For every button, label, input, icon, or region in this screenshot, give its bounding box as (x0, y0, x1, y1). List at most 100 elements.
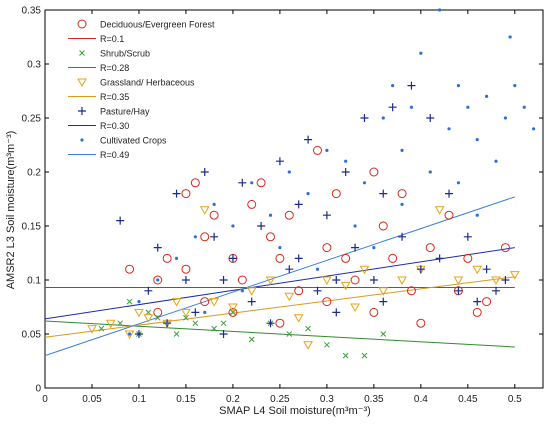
data-point-s3-9 (228, 303, 238, 313)
data-point-s3-7 (199, 206, 210, 215)
data-point-s4-31 (416, 265, 425, 274)
legend-fit-label-3: R=0.35 (100, 92, 129, 102)
data-point-s5-6 (231, 224, 235, 228)
data-point-s5-11 (325, 148, 329, 152)
data-point-s1-20 (341, 253, 351, 263)
data-point-s4-1 (116, 216, 125, 225)
data-point-s2-17 (126, 298, 133, 305)
data-point-s5-28 (513, 84, 517, 88)
data-point-s1-40 (200, 297, 210, 307)
data-point-s5-12 (344, 159, 348, 163)
data-point-s4-16 (275, 157, 284, 166)
legend-label-1: Deciduous/Evergreen Forest (100, 20, 215, 30)
data-point-s3-10 (246, 287, 257, 296)
data-point-s2-20 (220, 320, 227, 327)
data-point-s4-33 (435, 254, 444, 263)
data-point-s3-20 (434, 206, 445, 215)
data-point-s4-2 (134, 330, 143, 338)
data-point-s2-13 (324, 341, 330, 348)
data-point-s2-7 (211, 325, 217, 332)
data-point-s3-16 (359, 265, 370, 275)
x-tick-label: 0.2 (226, 394, 240, 405)
data-point-s4-42 (219, 276, 228, 284)
data-point-s2-12 (305, 325, 311, 332)
data-point-s3-18 (397, 276, 407, 286)
y-tick-label: 0.15 (22, 222, 42, 233)
data-point-s4-23 (341, 168, 350, 176)
data-point-s5-13 (362, 181, 367, 185)
data-point-s5-24 (475, 138, 479, 142)
data-point-s4-40 (501, 276, 510, 284)
data-point-s1-11 (247, 199, 257, 209)
data-point-s2-15 (361, 352, 368, 359)
data-point-s4-17 (285, 265, 294, 274)
data-point-s1-24 (388, 253, 398, 263)
data-point-s5-16 (400, 148, 404, 152)
data-point-s1-1 (125, 264, 135, 274)
data-point-s1-18 (322, 243, 332, 253)
data-point-s3-11 (265, 276, 276, 286)
data-point-s5-5 (212, 202, 216, 206)
data-point-s2-2 (117, 320, 124, 327)
data-point-s5-27 (503, 116, 508, 120)
data-point-s3-12 (284, 292, 295, 302)
data-point-s2-11 (286, 331, 293, 337)
data-point-s5-36 (240, 289, 244, 293)
data-point-s4-24 (351, 243, 360, 252)
data-point-s1-31 (482, 297, 492, 307)
data-point-s4-15 (266, 319, 275, 328)
data-point-s5-15 (391, 84, 395, 88)
data-point-s5-39 (127, 332, 132, 336)
data-point-s3-8 (209, 298, 219, 307)
data-point-s4-8 (200, 168, 209, 176)
data-point-s1-28 (444, 210, 454, 220)
data-point-s5-41 (475, 213, 479, 217)
data-point-s1-25 (397, 189, 407, 199)
data-point-s5-17 (409, 105, 414, 109)
data-point-s3-14 (322, 276, 332, 286)
x-tick-label: 0 (42, 394, 48, 405)
data-point-s5-14 (381, 116, 385, 120)
data-point-s1-2 (153, 275, 163, 285)
data-point-s1-15 (284, 210, 294, 220)
data-point-s4-38 (482, 265, 491, 274)
data-point-s1-19 (331, 189, 341, 199)
data-point-s3-27 (293, 314, 304, 323)
data-point-s1-13 (266, 232, 276, 242)
data-point-s1-36 (369, 307, 379, 317)
data-point-s3-2 (105, 319, 116, 329)
legend-fit-label-5: R=0.49 (100, 150, 129, 160)
data-point-s4-7 (191, 308, 200, 317)
data-point-s2-14 (342, 352, 349, 359)
data-point-s4-18 (294, 200, 303, 209)
data-point-s2-4 (154, 314, 161, 321)
data-point-s4-9 (210, 232, 219, 241)
legend-label-3: Grassland/ Herbaceous (100, 78, 195, 88)
data-point-s1-21 (350, 275, 360, 285)
y-tick-label: 0.3 (27, 60, 41, 71)
data-point-s4-36 (463, 232, 472, 241)
data-point-s3-24 (509, 271, 520, 280)
data-point-s4-19 (304, 135, 313, 144)
data-point-s5-18 (419, 51, 423, 55)
legend-marker-2 (79, 50, 85, 56)
data-point-s3-3 (124, 330, 135, 340)
data-point-s4-12 (238, 178, 247, 187)
data-point-s4-5 (172, 189, 181, 198)
x-tick-label: 0.3 (320, 394, 334, 405)
data-point-s5-40 (456, 181, 461, 185)
fit-line-4 (44, 247, 515, 320)
x-tick-label: 0.15 (176, 394, 196, 405)
legend-marker-1 (77, 19, 87, 29)
x-axis-label: SMAP L4 Soil moisture(m³m⁻³) (219, 405, 371, 417)
fit-lines (44, 196, 515, 357)
x-tick-label: 0.5 (508, 394, 522, 405)
axes: 0 0.05 0.1 0.15 0.2 0.25 0.3 0.35 0.4 0.45 0.5 0 0.0… (22, 6, 543, 405)
data-point-s5-7 (250, 181, 254, 185)
data-point-s1-39 (153, 307, 163, 317)
data-point-s4-39 (492, 286, 501, 295)
data-point-s4-11 (228, 254, 237, 263)
data-point-s4-20 (313, 286, 322, 295)
scatter-points (87, 8, 536, 359)
